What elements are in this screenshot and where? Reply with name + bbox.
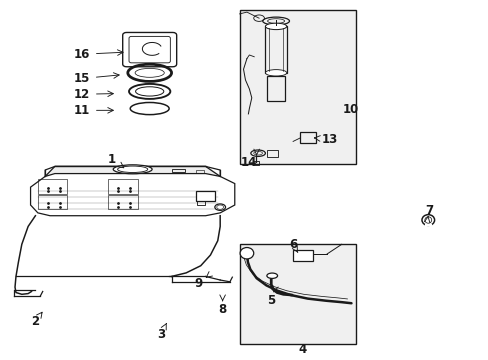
Polygon shape <box>45 166 220 176</box>
Text: 16: 16 <box>73 48 90 61</box>
Ellipse shape <box>421 215 434 225</box>
Ellipse shape <box>113 165 152 174</box>
Text: 12: 12 <box>73 88 90 101</box>
Bar <box>196 170 203 173</box>
Bar <box>108 179 137 194</box>
Text: 6: 6 <box>288 238 297 251</box>
Bar <box>197 201 204 205</box>
Bar <box>38 179 67 194</box>
Bar <box>108 195 137 209</box>
Text: 2: 2 <box>31 315 40 328</box>
Ellipse shape <box>266 273 277 278</box>
Bar <box>300 132 315 143</box>
Bar <box>239 10 356 164</box>
Text: 5: 5 <box>266 294 275 307</box>
Text: 9: 9 <box>194 277 202 290</box>
Text: 13: 13 <box>321 133 337 146</box>
Bar <box>196 192 215 202</box>
Ellipse shape <box>135 68 164 77</box>
Text: 15: 15 <box>73 72 90 85</box>
Text: 11: 11 <box>73 104 90 117</box>
Ellipse shape <box>214 204 225 210</box>
Text: 8: 8 <box>218 303 226 316</box>
Text: 1: 1 <box>108 153 116 166</box>
Ellipse shape <box>265 69 286 76</box>
Text: 10: 10 <box>342 103 358 116</box>
Bar <box>171 168 185 172</box>
Text: 3: 3 <box>157 328 164 341</box>
Bar <box>38 195 67 209</box>
Bar <box>265 26 286 73</box>
Bar <box>266 150 277 157</box>
Polygon shape <box>30 174 234 216</box>
Bar <box>253 161 259 165</box>
Text: 14: 14 <box>241 156 257 169</box>
Bar <box>292 250 312 261</box>
Text: 4: 4 <box>298 343 306 356</box>
Bar <box>266 76 285 102</box>
Ellipse shape <box>265 23 286 30</box>
Bar <box>239 244 356 344</box>
Ellipse shape <box>240 248 253 259</box>
Text: 7: 7 <box>425 204 432 217</box>
Polygon shape <box>45 166 220 176</box>
